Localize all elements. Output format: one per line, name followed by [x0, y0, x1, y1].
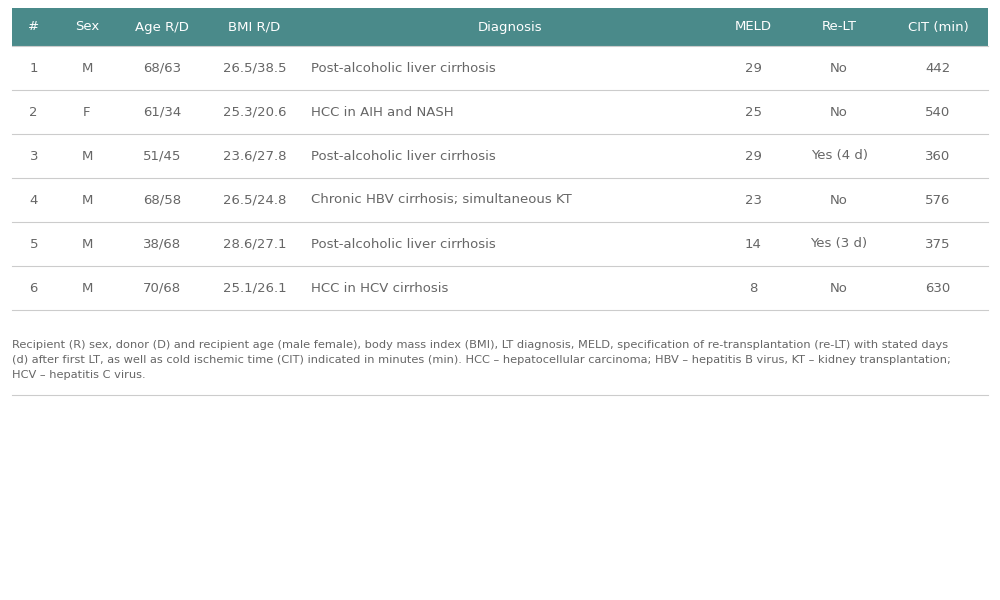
Text: 1: 1: [29, 61, 38, 74]
Text: M: M: [81, 149, 93, 163]
Text: HCC in AIH and NASH: HCC in AIH and NASH: [311, 106, 454, 118]
Bar: [12, 8, 988, 46]
Text: No: No: [830, 193, 848, 206]
Text: Diagnosis: Diagnosis: [477, 20, 542, 34]
Text: 25.3/20.6: 25.3/20.6: [223, 106, 286, 118]
Text: 29: 29: [745, 61, 762, 74]
Text: HCC in HCV cirrhosis: HCC in HCV cirrhosis: [311, 281, 449, 295]
Text: CIT (min): CIT (min): [908, 20, 968, 34]
Text: F: F: [83, 106, 91, 118]
Text: M: M: [81, 238, 93, 251]
Text: 576: 576: [925, 193, 951, 206]
Text: 51/45: 51/45: [143, 149, 181, 163]
Text: Yes (4 d): Yes (4 d): [811, 149, 868, 163]
Text: 6: 6: [30, 281, 38, 295]
Text: 630: 630: [925, 281, 951, 295]
Text: Yes (3 d): Yes (3 d): [811, 238, 868, 251]
Text: 8: 8: [749, 281, 757, 295]
Text: Sex: Sex: [75, 20, 99, 34]
Text: No: No: [830, 61, 848, 74]
Text: 26.5/38.5: 26.5/38.5: [223, 61, 286, 74]
Text: 23: 23: [745, 193, 762, 206]
Text: 2: 2: [29, 106, 38, 118]
Text: Chronic HBV cirrhosis; simultaneous KT: Chronic HBV cirrhosis; simultaneous KT: [311, 193, 572, 206]
Text: 4: 4: [30, 193, 38, 206]
Text: 540: 540: [925, 106, 951, 118]
Text: 70/68: 70/68: [143, 281, 181, 295]
Text: 61/34: 61/34: [143, 106, 181, 118]
Text: Recipient (R) sex, donor (D) and recipient age (male female), body mass index (B: Recipient (R) sex, donor (D) and recipie…: [12, 340, 948, 350]
Text: MELD: MELD: [735, 20, 772, 34]
Text: #: #: [28, 20, 39, 34]
Text: 38/68: 38/68: [143, 238, 181, 251]
Text: 360: 360: [925, 149, 951, 163]
Text: (d) after first LT, as well as cold ischemic time (CIT) indicated in minutes (mi: (d) after first LT, as well as cold isch…: [12, 355, 951, 365]
Text: 14: 14: [745, 238, 762, 251]
Text: 442: 442: [925, 61, 951, 74]
Text: M: M: [81, 281, 93, 295]
Text: Post-alcoholic liver cirrhosis: Post-alcoholic liver cirrhosis: [311, 61, 496, 74]
Text: 25: 25: [745, 106, 762, 118]
Text: 375: 375: [925, 238, 951, 251]
Text: HCV – hepatitis C virus.: HCV – hepatitis C virus.: [12, 370, 146, 380]
Text: 28.6/27.1: 28.6/27.1: [223, 238, 286, 251]
Text: Post-alcoholic liver cirrhosis: Post-alcoholic liver cirrhosis: [311, 149, 496, 163]
Text: 23.6/27.8: 23.6/27.8: [223, 149, 286, 163]
Text: 29: 29: [745, 149, 762, 163]
Text: 25.1/26.1: 25.1/26.1: [223, 281, 286, 295]
Text: No: No: [830, 106, 848, 118]
Text: Age R/D: Age R/D: [135, 20, 189, 34]
Text: BMI R/D: BMI R/D: [228, 20, 280, 34]
Text: No: No: [830, 281, 848, 295]
Text: M: M: [81, 61, 93, 74]
Text: 68/63: 68/63: [143, 61, 181, 74]
Text: Re-LT: Re-LT: [822, 20, 857, 34]
Text: 5: 5: [29, 238, 38, 251]
Text: Post-alcoholic liver cirrhosis: Post-alcoholic liver cirrhosis: [311, 238, 496, 251]
Text: 26.5/24.8: 26.5/24.8: [223, 193, 286, 206]
Text: 68/58: 68/58: [143, 193, 181, 206]
Text: 3: 3: [29, 149, 38, 163]
Text: M: M: [81, 193, 93, 206]
